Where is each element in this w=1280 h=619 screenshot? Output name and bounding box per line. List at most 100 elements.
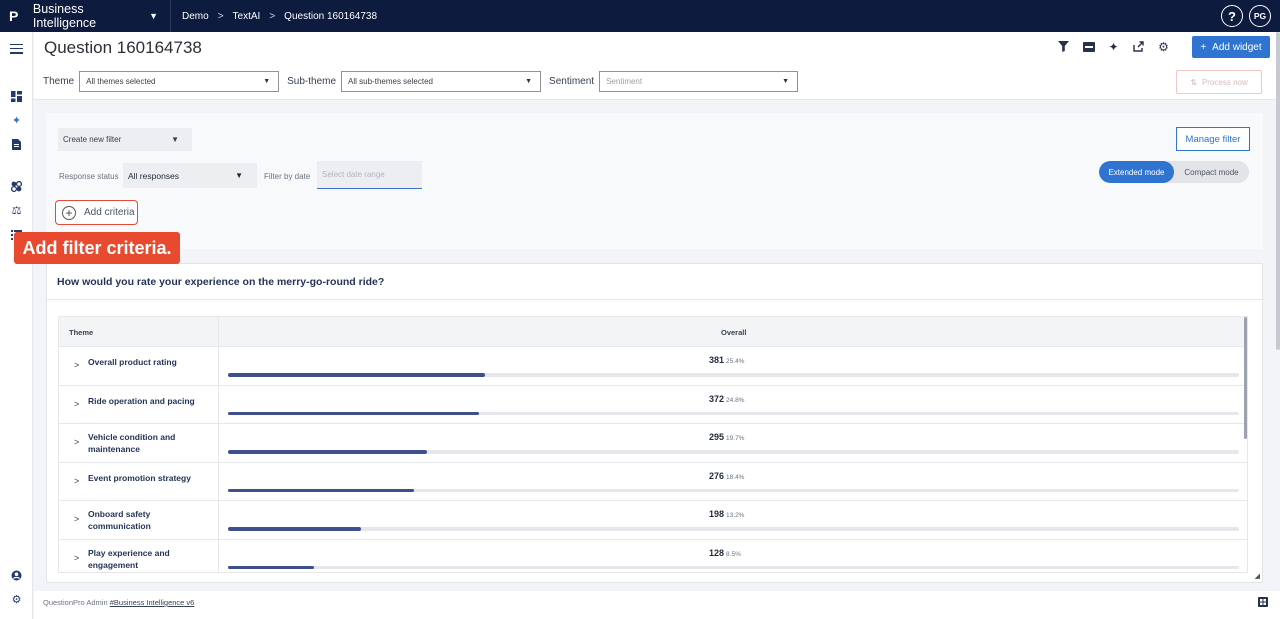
textai-sparkle-icon[interactable]: ✦ (11, 115, 22, 127)
row-count-value: 276 (709, 470, 725, 481)
row-theme-label: Overall product rating (88, 357, 177, 367)
row-count: 198 13.2% (709, 509, 744, 519)
caret-down-icon: ▼ (525, 78, 533, 85)
sync-icon: ⇅ (1190, 77, 1197, 87)
help-button[interactable]: ? (1221, 5, 1243, 27)
add-criteria-label: Add criteria (84, 207, 135, 218)
extended-mode-option[interactable]: Extended mode (1099, 161, 1174, 183)
breadcrumb-textai[interactable]: TextAI (232, 10, 261, 22)
theme-select[interactable]: All themes selected ▼ (79, 71, 280, 92)
footer-brand: QuestionPro Admin (43, 598, 108, 607)
chevron-right-icon[interactable]: > (74, 475, 80, 486)
menu-icon[interactable] (10, 42, 23, 55)
table-row[interactable]: > Event promotion strategy 276 18.4% (59, 463, 1247, 501)
page-scrollbar[interactable] (1276, 32, 1280, 350)
row-count-value: 128 (709, 547, 725, 558)
row-percent: 25.4% (726, 358, 745, 365)
response-status-label: Response status (59, 172, 119, 181)
table-row[interactable]: > Ride operation and pacing 372 24.8% (59, 386, 1247, 424)
dashboard-icon[interactable] (10, 90, 23, 103)
row-bar-fill (228, 565, 314, 569)
date-range-input[interactable]: Select date range (317, 161, 422, 189)
footer: QuestionPro Admin #Business Intelligence… (34, 591, 1280, 619)
chevron-right-icon[interactable]: > (74, 398, 80, 409)
row-count-value: 295 (709, 432, 725, 442)
row-count: 276 18.4% (709, 471, 744, 481)
process-now-button[interactable]: ⇅ Process now (1176, 70, 1262, 94)
filter-icon[interactable] (1057, 40, 1070, 53)
chevron-right-icon[interactable]: > (74, 437, 80, 447)
caret-down-icon: ▼ (235, 171, 243, 180)
row-count: 372 24.8% (709, 394, 744, 404)
row-percent: 8.5% (726, 550, 741, 558)
widget-card: How would you rate your experience on th… (46, 263, 1264, 583)
top-bar: P Business Intelligence ▼ Demo > TextAI … (0, 0, 1280, 32)
resize-handle-icon[interactable]: ◢ (1254, 573, 1260, 580)
settings-gear-icon[interactable]: ⚙ (11, 594, 22, 606)
row-bar-track (228, 488, 1239, 492)
row-bar-fill (228, 527, 362, 531)
table-row[interactable]: > Overall product rating 381 25.4% (59, 347, 1247, 386)
app-switcher[interactable]: P Business Intelligence ▼ (0, 0, 171, 32)
balance-scale-icon[interactable]: ⚖ (11, 205, 22, 217)
table-row[interactable]: > Vehicle condition and maintenance 295 19.… (59, 424, 1247, 463)
gear-icon[interactable]: ⚙ (1158, 39, 1169, 54)
chevron-right-icon: > (217, 10, 224, 22)
chevron-right-icon[interactable]: > (74, 360, 80, 370)
plus-circle-icon: + (62, 205, 76, 220)
share-icon[interactable] (1132, 40, 1145, 53)
footer-text: QuestionPro Admin #Business Intelligence… (43, 598, 194, 607)
process-now-label: Process now (1201, 77, 1248, 87)
sparkle-icon[interactable]: ✦ (1108, 39, 1119, 54)
caret-down-icon: ▼ (263, 78, 271, 85)
sentiment-select-placeholder: Sentiment (606, 77, 643, 86)
subtheme-select[interactable]: All sub-themes selected ▼ (341, 71, 542, 92)
row-count: 381 25.4% (709, 355, 744, 365)
page-header: Question 160164738 ✦ ⚙ + Add widget Them… (34, 32, 1280, 100)
analytics-icon[interactable] (10, 180, 23, 193)
row-count: 128 8.5% (709, 548, 741, 558)
caret-down-icon: ▼ (171, 135, 179, 144)
table-scrollbar[interactable] (1244, 317, 1247, 439)
col-header-overall: Overall (721, 328, 747, 337)
add-widget-button[interactable]: + Add widget (1192, 36, 1270, 58)
sentiment-select[interactable]: Sentiment ▼ (599, 71, 799, 92)
tutorial-callout: Add filter criteria. (14, 232, 180, 264)
row-count-value: 372 (709, 393, 725, 404)
filter-panel: Create new filter ▼ Manage filter Respon… (46, 113, 1263, 249)
table-header: Theme Overall (59, 317, 1247, 347)
chevron-right-icon: > (269, 10, 276, 22)
add-widget-label: Add widget (1212, 41, 1262, 53)
response-status-select[interactable]: All responses ▼ (123, 163, 257, 188)
mode-toggle: Extended mode Compact mode (1099, 161, 1249, 183)
document-icon[interactable] (10, 138, 23, 151)
row-theme-label: Event promotion strategy (88, 472, 191, 483)
row-theme-label: Ride operation and pacing (88, 395, 195, 406)
table-row[interactable]: > Play experience and engagement 128 8.5% (59, 540, 1247, 573)
manage-filter-button[interactable]: Manage filter (1176, 127, 1250, 151)
caret-down-icon: ▼ (782, 78, 790, 85)
compact-mode-option[interactable]: Compact mode (1184, 167, 1239, 177)
theme-select-value: All themes selected (86, 77, 156, 86)
breadcrumb-demo[interactable]: Demo (182, 10, 209, 22)
add-criteria-button[interactable]: + Add criteria (55, 200, 138, 225)
app-name: Business Intelligence (32, 2, 97, 30)
row-count-value: 381 (709, 355, 725, 365)
csv-icon[interactable] (1082, 40, 1095, 53)
user-shield-icon[interactable] (10, 569, 23, 582)
response-status-value: All responses (128, 170, 180, 181)
breadcrumb-question[interactable]: Question 160164738 (284, 10, 378, 22)
col-header-theme: Theme (69, 328, 94, 337)
row-bar-fill (228, 488, 415, 492)
page-title: Question 160164738 (44, 38, 202, 57)
table-row[interactable]: > Onboard safety communication 198 13.2% (59, 501, 1247, 540)
create-filter-dropdown[interactable]: Create new filter ▼ (58, 128, 192, 151)
chevron-right-icon[interactable]: > (74, 514, 80, 524)
grid-icon[interactable] (1258, 597, 1268, 610)
footer-version-link[interactable]: #Business Intelligence v6 (109, 598, 195, 607)
user-avatar[interactable]: PG (1249, 5, 1271, 27)
row-percent: 24.8% (726, 396, 745, 404)
row-bar-fill (228, 373, 485, 377)
chevron-right-icon[interactable]: > (74, 552, 80, 563)
row-theme-label: Vehicle condition and maintenance (88, 432, 176, 454)
